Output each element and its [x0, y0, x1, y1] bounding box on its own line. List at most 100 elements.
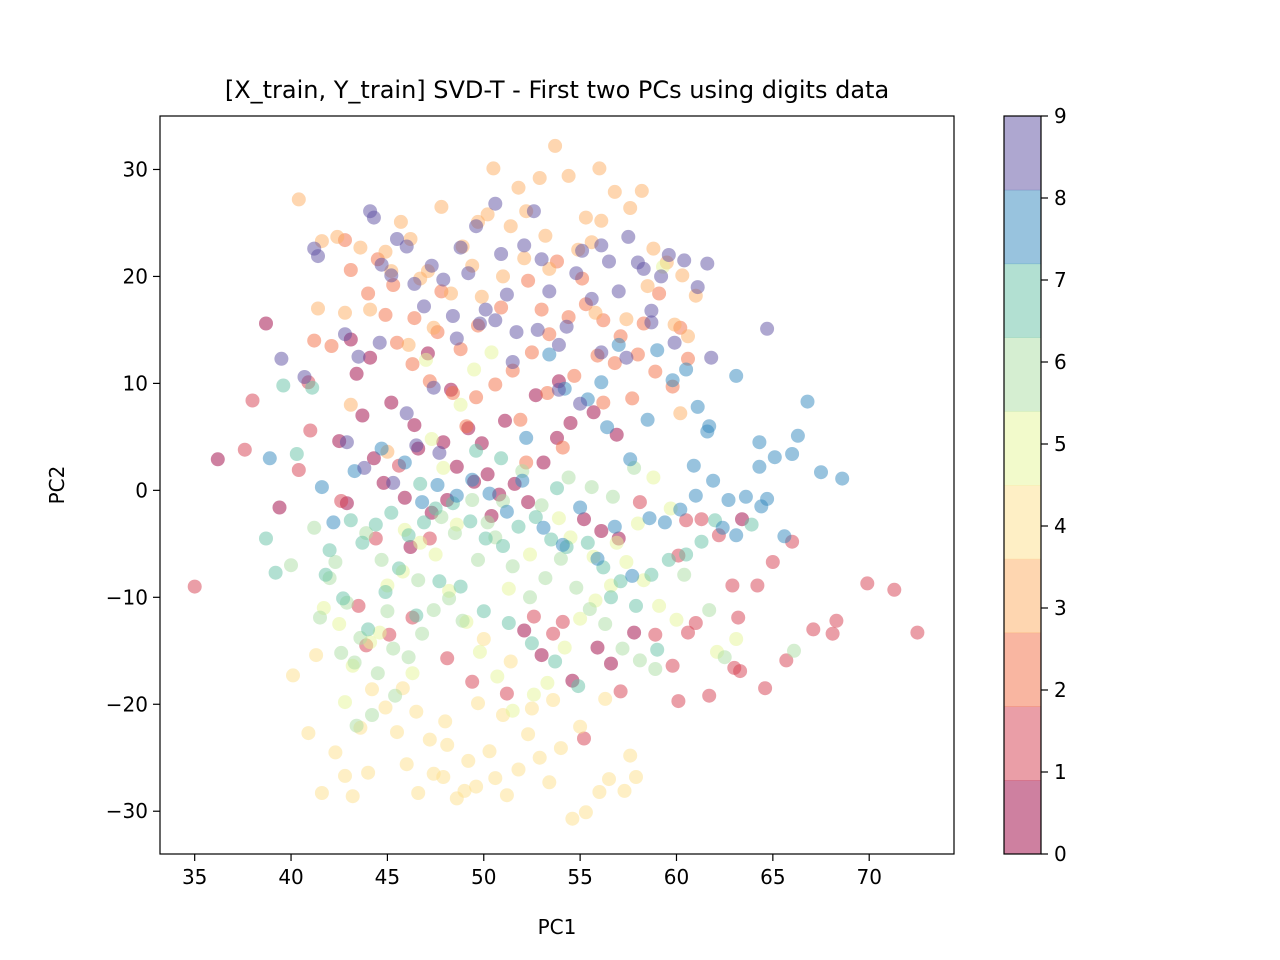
scatter-point-digit-9 — [372, 335, 387, 350]
scatter-point-digit-8 — [607, 519, 622, 534]
scatter-point-digit-1 — [187, 579, 202, 594]
scatter-point-digit-2 — [521, 273, 536, 288]
scatter-point-digit-3 — [474, 289, 489, 304]
scatter-point-digit-1 — [334, 494, 349, 508]
scatter-point-digit-9 — [424, 258, 439, 273]
scatter-point-digit-3 — [378, 244, 393, 259]
scatter-point-digit-5 — [557, 640, 572, 655]
colorbar-segment — [1004, 337, 1041, 412]
scatter-point-digit-9 — [499, 287, 514, 302]
scatter-point-digit-3 — [640, 279, 655, 294]
scatter-point-digit-0 — [498, 413, 512, 428]
scatter-point-digit-4 — [309, 648, 324, 663]
scatter-point-digit-9 — [339, 435, 354, 450]
scatter-point-digit-9 — [575, 243, 590, 258]
scatter-point-digit-9 — [386, 475, 401, 490]
scatter-point-digit-3 — [434, 199, 449, 214]
scatter-point-digit-6 — [447, 526, 462, 541]
scatter-point-digit-7 — [318, 567, 333, 582]
scatter-point-digit-4 — [314, 786, 329, 800]
scatter-point-digit-9 — [760, 321, 775, 336]
scatter-point-digit-6 — [632, 653, 647, 668]
scatter-point-digit-6 — [426, 603, 441, 618]
scatter-point-digit-7 — [361, 622, 376, 637]
scatter-point-digit-3 — [542, 261, 557, 276]
scatter-point-digit-0 — [536, 455, 551, 470]
scatter-point-digit-5 — [646, 470, 661, 485]
scatter-point-digit-0 — [480, 467, 495, 482]
scatter-point-digit-2 — [378, 307, 393, 322]
scatter-point-digit-9 — [573, 396, 588, 411]
scatter-point-digit-4 — [598, 691, 613, 706]
chart-title: [X_train, Y_train] SVD-T - First two PCs… — [225, 76, 889, 104]
scatter-point-digit-3 — [634, 183, 649, 198]
y-tick-label: −20 — [106, 692, 148, 716]
scatter-point-digit-8 — [767, 450, 782, 465]
x-tick-label: 60 — [664, 865, 689, 889]
scatter-point-digit-8 — [600, 420, 615, 435]
scatter-point-digit-7 — [528, 510, 543, 525]
scatter-point-digit-4 — [524, 701, 539, 716]
scatter-point-digit-9 — [338, 327, 352, 342]
scatter-point-digit-0 — [376, 475, 391, 490]
scatter-point-digit-5 — [428, 547, 443, 562]
scatter-point-digit-3 — [538, 228, 553, 243]
scatter-point-digit-7 — [368, 517, 383, 532]
scatter-point-digit-0 — [407, 418, 422, 433]
scatter-point-digit-0 — [436, 435, 451, 450]
scatter-point-digit-9 — [690, 280, 705, 295]
scatter-point-digit-7 — [744, 517, 759, 532]
scatter-point-digit-1 — [779, 653, 794, 668]
scatter-point-digit-3 — [619, 312, 634, 327]
scatter-point-digit-4 — [573, 719, 588, 734]
scatter-point-digit-9 — [399, 239, 414, 254]
scatter-point-digit-1 — [546, 626, 561, 641]
scatter-point-digit-0 — [586, 405, 601, 420]
scatter-point-digit-5 — [540, 675, 555, 690]
scatter-point-digit-3 — [578, 210, 593, 225]
scatter-point-digit-0 — [594, 524, 609, 538]
scatter-point-digit-7 — [355, 535, 370, 550]
scatter-point-digit-6 — [615, 641, 630, 656]
scatter-point-digit-9 — [426, 380, 441, 395]
scatter-point-digit-9 — [351, 349, 366, 364]
scatter-point-digit-2 — [555, 440, 570, 455]
scatter-point-digit-1 — [665, 658, 680, 673]
scatter-point-digit-4 — [471, 696, 485, 711]
scatter-point-digit-8 — [482, 486, 497, 501]
scatter-point-digit-0 — [528, 388, 543, 403]
scatter-point-digit-0 — [521, 495, 536, 510]
scatter-point-digit-8 — [835, 471, 850, 486]
scatter-point-digit-4 — [361, 765, 376, 780]
scatter-point-digit-1 — [765, 555, 780, 569]
scatter-point-digit-3 — [588, 305, 603, 320]
scatter-point-digit-9 — [469, 219, 484, 234]
scatter-point-digit-6 — [515, 464, 530, 479]
scatter-point-digit-0 — [349, 366, 364, 381]
x-tick-label: 50 — [471, 865, 496, 889]
scatter-point-digit-1 — [750, 578, 765, 593]
scatter-point-digit-2 — [453, 342, 468, 357]
scatter-point-digit-9 — [399, 406, 414, 421]
colorbar-tick-label: 5 — [1054, 432, 1067, 456]
scatter-point-digit-2 — [630, 347, 645, 362]
scatter-point-digit-4 — [440, 737, 455, 752]
scatter-point-digit-4 — [461, 753, 476, 768]
scatter-point-digit-2 — [567, 368, 582, 383]
scatter-point-digit-6 — [328, 555, 343, 569]
scatter-point-digit-0 — [366, 451, 381, 466]
scatter-point-digit-7 — [524, 636, 539, 651]
scatter-point-digit-4 — [542, 775, 557, 790]
scatter-point-digit-5 — [413, 535, 428, 550]
scatter-point-digit-7 — [476, 604, 491, 619]
scatter-point-digit-2 — [407, 311, 422, 326]
scatter-point-digit-5 — [338, 695, 352, 710]
scatter-point-digit-7 — [644, 567, 659, 582]
scatter-point-digit-7 — [548, 654, 563, 669]
scatter-point-digit-9 — [621, 229, 636, 244]
scatter-point-digit-8 — [374, 441, 389, 456]
scatter-point-digit-1 — [725, 578, 740, 593]
scatter-point-digit-4 — [409, 704, 424, 719]
scatter-point-digit-9 — [374, 257, 389, 272]
scatter-point-digit-0 — [577, 512, 591, 527]
